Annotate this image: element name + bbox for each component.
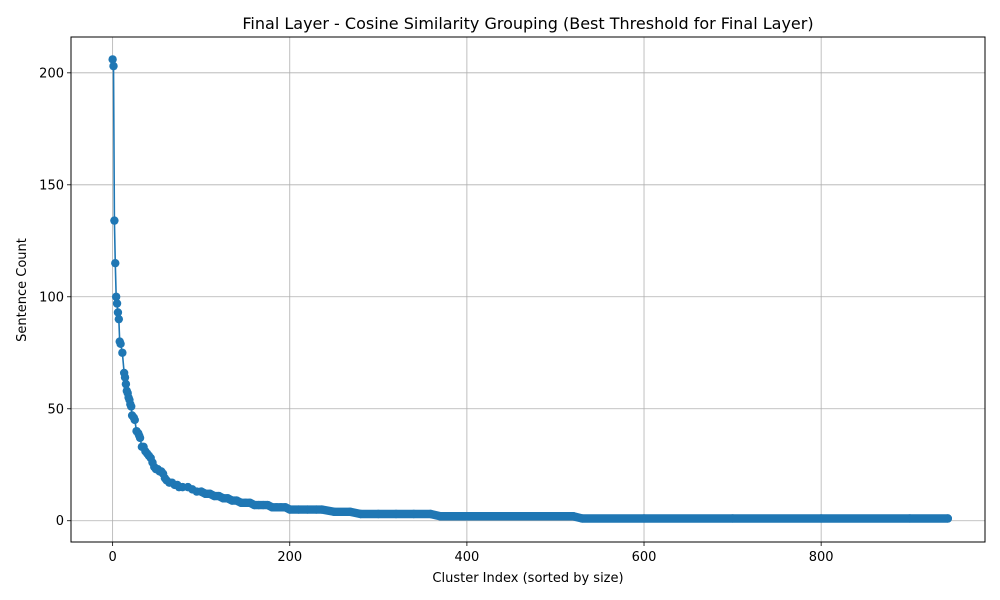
y-tick-label: 100 — [39, 290, 64, 305]
x-axis: 0 200 400 600 800 — [108, 542, 834, 565]
data-point — [135, 433, 145, 443]
data-point — [127, 402, 136, 411]
data-point — [116, 339, 125, 349]
x-tick-label: 600 — [632, 550, 657, 565]
data-point — [121, 379, 131, 389]
y-tick-label: 200 — [39, 66, 64, 81]
x-tick-label: 800 — [809, 550, 834, 565]
y-axis-label: Sentence Count — [15, 238, 30, 342]
y-axis: 0 50 100 150 200 — [39, 66, 71, 529]
y-tick-label: 0 — [56, 514, 64, 529]
data-point — [114, 314, 124, 324]
data-point — [118, 348, 127, 357]
y-tick-label: 150 — [39, 178, 64, 193]
data-point — [112, 299, 122, 308]
data-point — [111, 292, 121, 301]
data-point — [113, 308, 123, 317]
data-point — [109, 61, 118, 71]
y-tick-label: 50 — [47, 402, 64, 417]
axes-frame — [70, 36, 986, 543]
data-point — [130, 415, 139, 425]
x-tick-label: 400 — [454, 550, 479, 565]
series-markers — [108, 55, 953, 523]
data-point — [111, 258, 120, 268]
data-point — [120, 373, 130, 382]
x-tick-label: 0 — [108, 550, 116, 565]
data-point — [110, 216, 119, 225]
x-axis-label: Cluster Index (sorted by size) — [432, 571, 623, 586]
dense-marker-band — [196, 487, 952, 523]
chart-title: Final Layer - Cosine Similarity Grouping… — [242, 14, 813, 33]
x-tick-label: 200 — [277, 550, 302, 565]
grid — [71, 37, 985, 542]
plot-area — [108, 55, 953, 523]
data-point — [108, 55, 117, 64]
